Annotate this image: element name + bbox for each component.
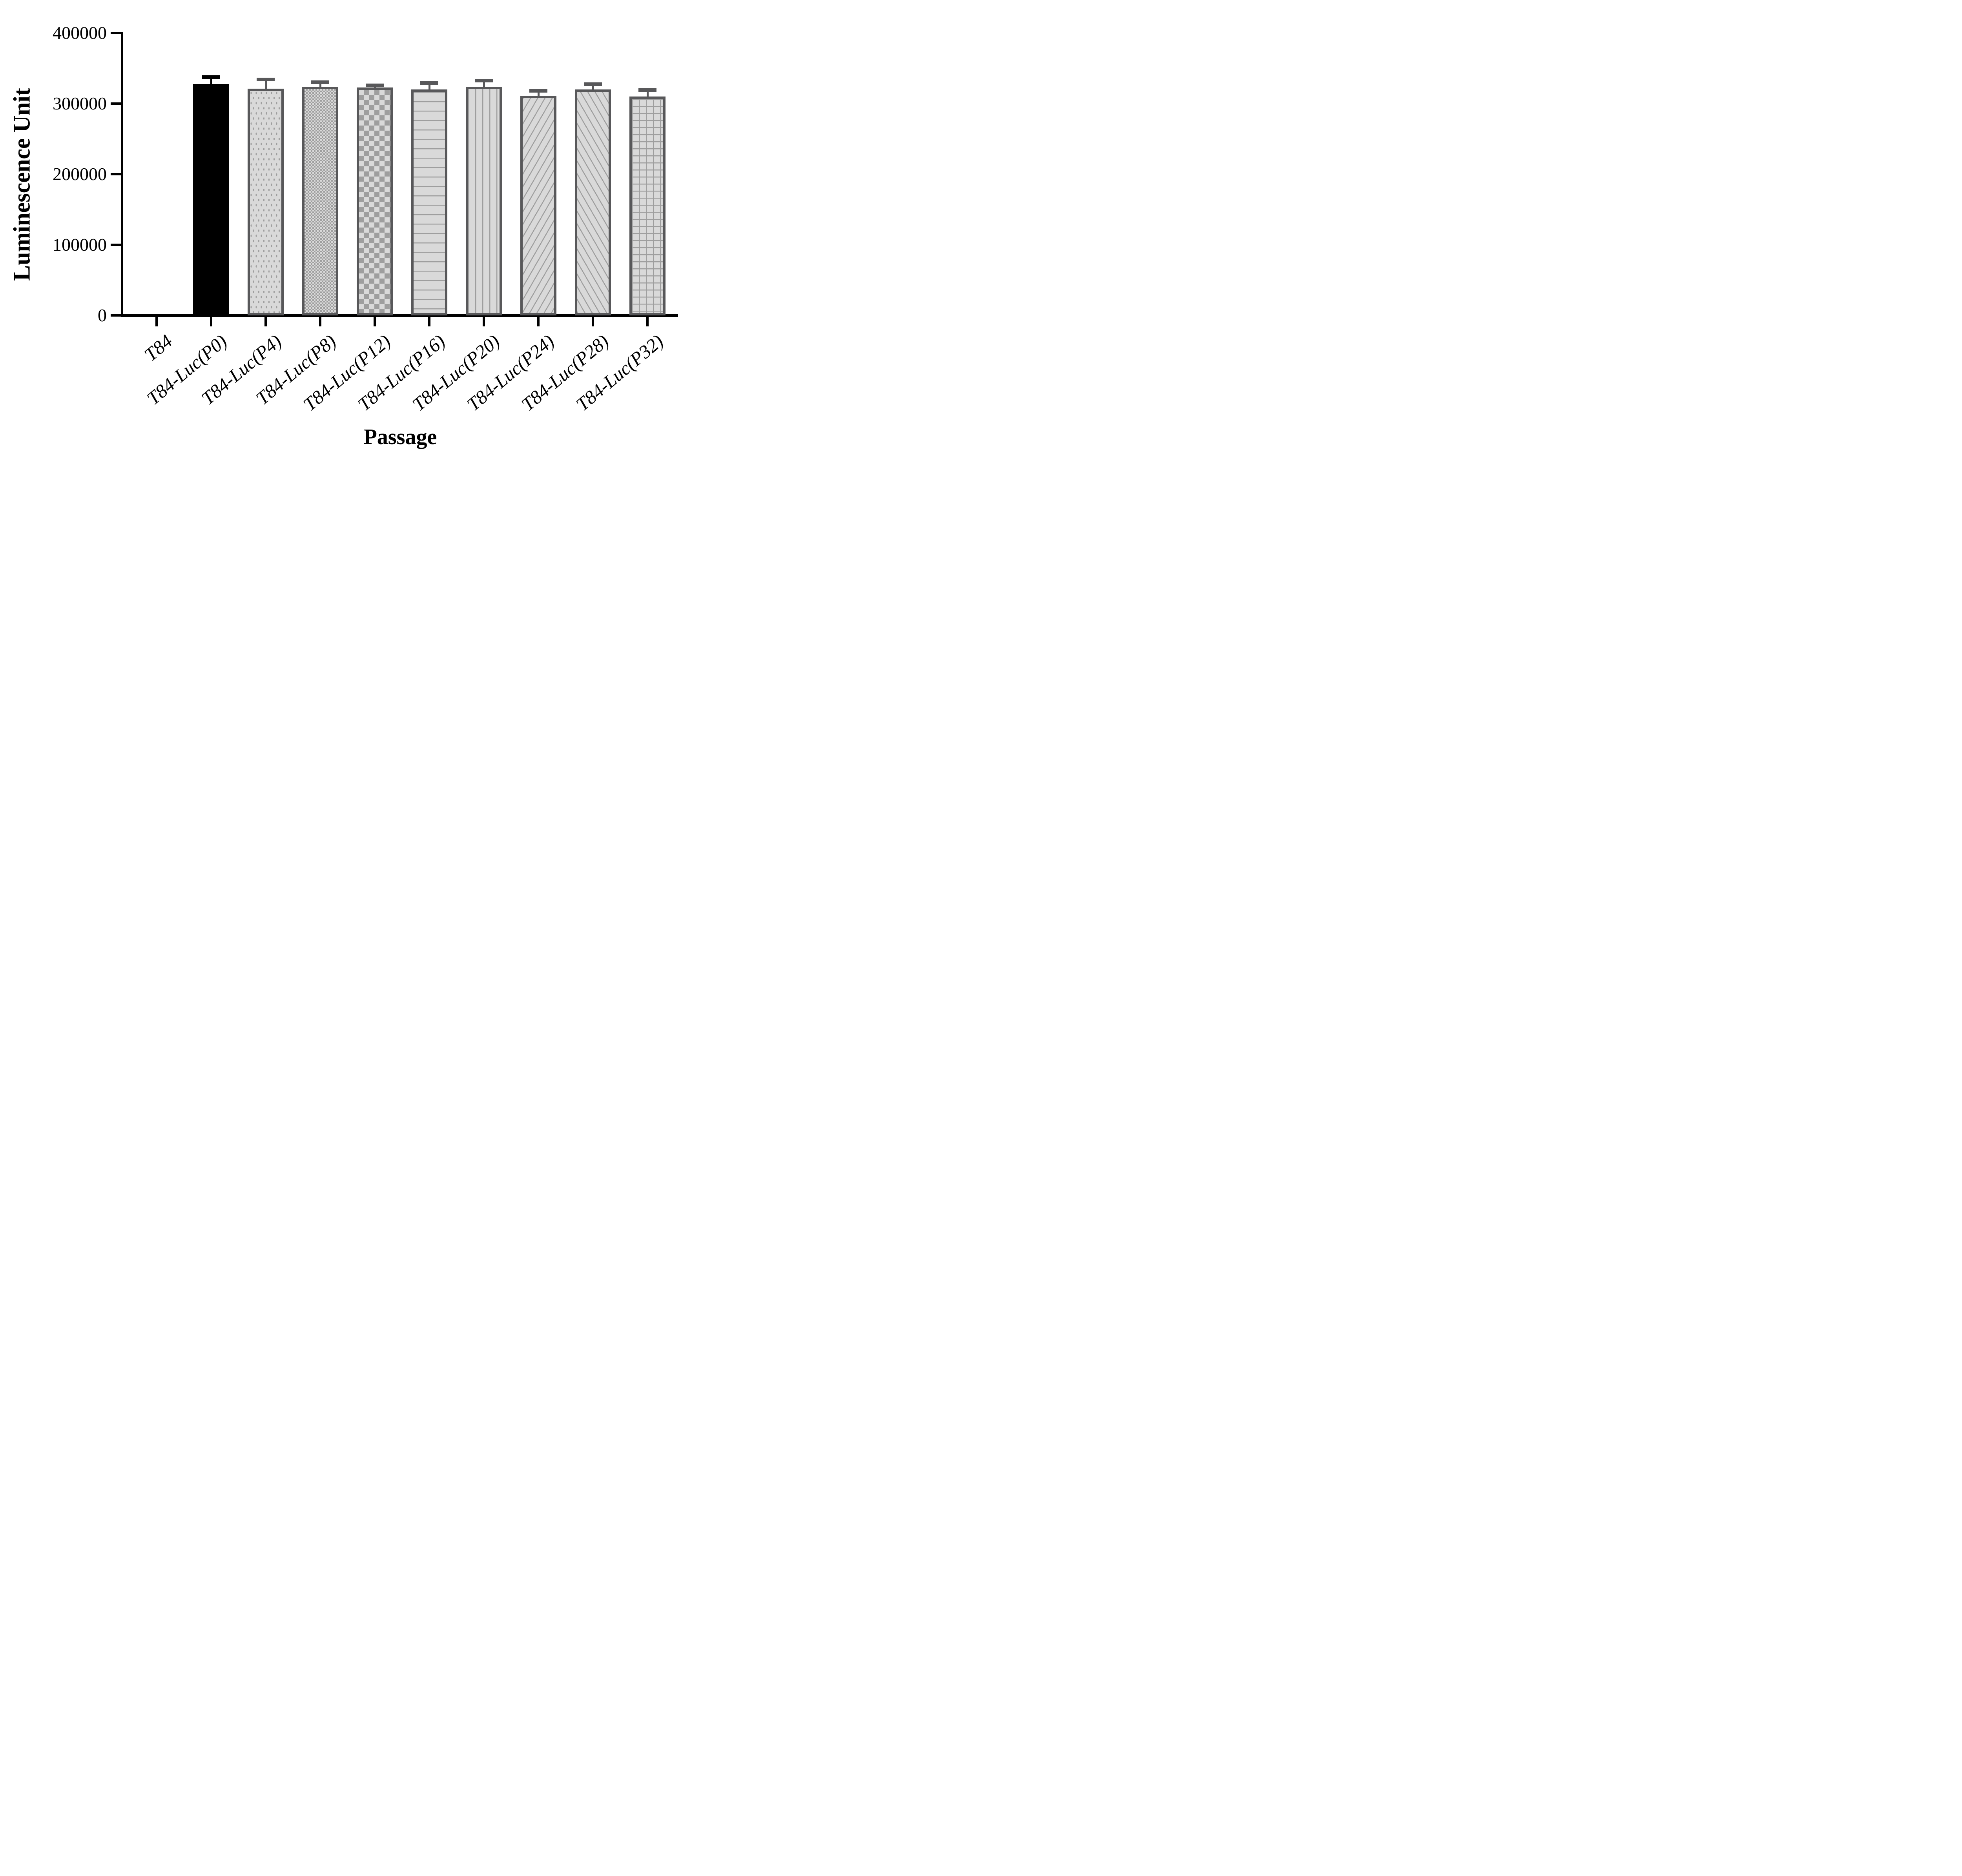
y-tick-mark <box>111 173 121 175</box>
bar-T84-Luc(P12) <box>357 87 393 315</box>
y-tick-label: 200000 <box>53 164 107 184</box>
x-tick-mark <box>483 316 485 326</box>
x-tick-mark <box>428 316 430 326</box>
y-tick-label: 100000 <box>53 235 107 255</box>
y-tick-mark <box>111 32 121 34</box>
y-tick-mark <box>111 102 121 105</box>
bar-T84-Luc(P0) <box>193 84 229 315</box>
y-tick-label: 300000 <box>53 93 107 113</box>
error-bar-whisker <box>646 90 649 98</box>
x-tick-mark <box>264 316 267 326</box>
bar-T84-Luc(P4) <box>248 89 284 315</box>
error-bar-cap <box>638 88 656 92</box>
x-category-label: T84 <box>140 330 177 366</box>
bar-T84-Luc(P20) <box>466 86 502 315</box>
y-axis-line <box>121 32 123 317</box>
error-bar-cap <box>257 77 275 81</box>
x-axis-line <box>121 314 678 317</box>
error-bar-whisker <box>319 82 321 88</box>
x-tick-mark <box>646 316 649 326</box>
error-bar-cap <box>202 75 220 79</box>
error-bar-cap <box>311 80 329 84</box>
x-tick-mark <box>374 316 376 326</box>
y-tick-label: 0 <box>98 305 107 325</box>
x-tick-mark <box>210 316 212 326</box>
bar-T84-Luc(P16) <box>411 89 447 315</box>
bar-T84-Luc(P8) <box>302 86 338 315</box>
error-bar-whisker <box>592 84 594 91</box>
x-tick-mark <box>319 316 321 326</box>
x-tick-mark <box>537 316 540 326</box>
error-bar-cap <box>420 81 438 85</box>
error-bar-cap <box>366 84 384 87</box>
error-bar-whisker <box>210 77 212 86</box>
y-tick-mark <box>111 314 121 317</box>
y-tick-mark <box>111 244 121 246</box>
error-bar-whisker <box>374 86 376 89</box>
bar-T84-Luc(P32) <box>629 97 666 315</box>
bar-chart-figure: Luminescence Unit Passage 0 100000 200000 3… <box>0 0 700 469</box>
error-bar-whisker <box>537 91 540 98</box>
x-tick-mark <box>155 316 158 326</box>
bar-T84-Luc(P28) <box>575 89 611 315</box>
bar-T84-Luc(P24) <box>520 96 556 315</box>
y-tick-label: 400000 <box>53 23 107 43</box>
error-bar-whisker <box>483 81 485 88</box>
x-axis-title: Passage <box>363 425 437 449</box>
error-bar-cap <box>584 82 602 86</box>
error-bar-whisker <box>428 83 430 91</box>
error-bar-cap <box>529 89 547 93</box>
error-bar-whisker <box>264 79 267 91</box>
error-bar-cap <box>475 79 493 83</box>
x-tick-mark <box>592 316 594 326</box>
